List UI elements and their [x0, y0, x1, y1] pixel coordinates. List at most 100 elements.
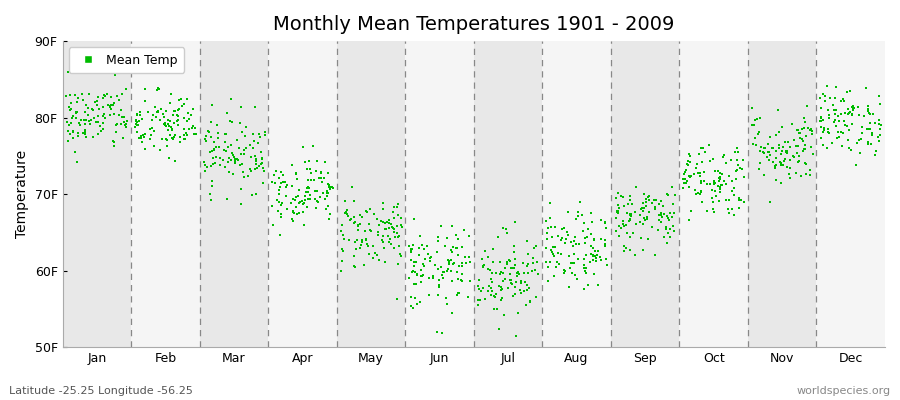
Point: [508, 249, 522, 256]
Point: [806, 151, 820, 158]
Point: [690, 170, 705, 176]
Point: [446, 260, 460, 267]
Point: [92, 106, 106, 112]
Point: [845, 103, 859, 110]
Point: [255, 159, 269, 166]
Point: [356, 214, 370, 220]
Point: [500, 285, 515, 291]
Point: [115, 135, 130, 142]
Point: [158, 122, 172, 128]
Point: [757, 172, 771, 178]
Point: [860, 126, 875, 132]
Point: [394, 224, 409, 230]
Point: [627, 252, 642, 259]
Point: [138, 98, 152, 104]
Point: [816, 125, 831, 132]
Point: [694, 178, 708, 184]
Point: [310, 199, 325, 205]
Point: [551, 250, 565, 256]
Point: [179, 130, 194, 136]
Point: [238, 132, 253, 139]
Point: [463, 278, 477, 284]
Point: [586, 237, 600, 243]
Point: [677, 170, 691, 177]
Point: [874, 122, 888, 128]
Point: [681, 162, 696, 169]
Point: [783, 157, 797, 164]
Point: [648, 206, 662, 212]
Point: [164, 90, 178, 97]
Point: [801, 125, 815, 131]
Point: [694, 145, 708, 152]
Point: [106, 111, 121, 117]
Point: [523, 299, 537, 305]
Point: [577, 286, 591, 292]
Point: [835, 96, 850, 102]
Point: [70, 109, 85, 115]
Point: [270, 197, 284, 203]
Point: [539, 218, 554, 224]
Point: [644, 223, 659, 230]
Point: [654, 197, 669, 204]
Point: [508, 333, 523, 340]
Point: [817, 93, 832, 99]
Point: [272, 174, 286, 181]
Point: [248, 104, 263, 110]
Point: [735, 157, 750, 164]
Point: [873, 101, 887, 108]
Point: [434, 264, 448, 271]
Point: [320, 190, 334, 196]
Point: [626, 230, 640, 237]
Point: [326, 185, 340, 192]
Point: [828, 110, 842, 117]
Point: [167, 132, 182, 138]
Bar: [200, 41, 268, 347]
Point: [616, 203, 631, 209]
Point: [414, 279, 428, 286]
Point: [89, 102, 104, 108]
Point: [410, 272, 424, 278]
Point: [185, 125, 200, 131]
Point: [520, 270, 535, 276]
Bar: [611, 41, 680, 347]
Point: [344, 216, 358, 222]
Point: [776, 162, 790, 168]
Point: [407, 281, 421, 287]
Point: [130, 112, 144, 118]
Point: [403, 248, 418, 254]
Point: [680, 157, 695, 164]
Point: [521, 260, 535, 267]
Point: [203, 163, 218, 169]
Point: [486, 259, 500, 265]
Point: [693, 173, 707, 179]
Point: [574, 212, 589, 219]
Point: [346, 263, 361, 269]
Point: [548, 224, 562, 230]
Point: [375, 219, 390, 225]
Point: [495, 286, 509, 292]
Point: [586, 253, 600, 260]
Point: [359, 208, 374, 214]
Point: [482, 283, 497, 289]
Point: [633, 218, 647, 225]
Point: [676, 185, 690, 191]
Y-axis label: Temperature: Temperature: [15, 150, 29, 238]
Point: [788, 142, 803, 149]
Point: [568, 234, 582, 241]
Point: [828, 116, 842, 123]
Point: [451, 275, 465, 282]
Point: [623, 216, 637, 222]
Point: [611, 222, 625, 229]
Point: [770, 148, 784, 154]
Point: [569, 216, 583, 222]
Point: [797, 146, 812, 152]
Bar: [131, 41, 200, 347]
Point: [406, 305, 420, 311]
Point: [239, 144, 254, 151]
Point: [697, 178, 711, 184]
Point: [779, 148, 794, 154]
Point: [768, 163, 782, 170]
Point: [431, 292, 446, 298]
Point: [89, 118, 104, 125]
Point: [372, 222, 386, 228]
